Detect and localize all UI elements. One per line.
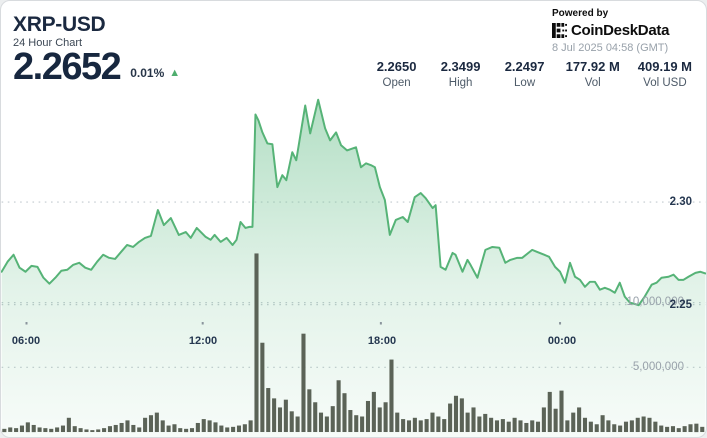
x-axis-ticks bbox=[25, 322, 562, 325]
branding-block: Powered by CoinDesk Data 8 Jul 2025 04:5… bbox=[552, 8, 694, 54]
stat-high-label: High bbox=[448, 77, 473, 89]
change-block: 0.01% ▲ bbox=[130, 66, 180, 80]
quote-timestamp: 8 Jul 2025 04:58 (GMT) bbox=[552, 42, 669, 54]
stats-row: 2.2650 Open 2.3499 High 2.2497 Low 177.9… bbox=[356, 59, 692, 91]
stat-vol-usd-label: Vol USD bbox=[643, 77, 687, 89]
stat-high: 2.3499 High bbox=[438, 59, 484, 91]
stat-low-label: Low bbox=[514, 77, 536, 89]
chart-subtitle: 24 Hour Chart bbox=[13, 37, 83, 49]
stat-vol-usd-value: 409.19 M bbox=[637, 59, 692, 74]
stat-vol-label: Vol bbox=[584, 77, 601, 89]
brand-data-text: Data bbox=[637, 22, 670, 39]
stat-open-value: 2.2650 bbox=[376, 59, 417, 74]
coindesk-logo[interactable]: CoinDesk Data bbox=[552, 22, 694, 39]
last-price: 2.2652 bbox=[13, 46, 122, 88]
stat-low: 2.2497 Low bbox=[502, 59, 548, 91]
volume-bars bbox=[2, 253, 705, 433]
stat-open-label: Open bbox=[382, 77, 411, 89]
brand-coindesk-text: CoinDesk bbox=[571, 22, 638, 39]
change-percent: 0.01% bbox=[130, 66, 165, 80]
stat-open: 2.2650 Open bbox=[374, 59, 420, 91]
stat-vol: 177.92 M Vol bbox=[566, 59, 620, 91]
stat-vol-usd: 409.19 M Vol USD bbox=[638, 59, 692, 91]
price-area bbox=[1, 99, 706, 437]
price-line bbox=[1, 98, 706, 307]
price-block: 2.2652 0.01% ▲ bbox=[13, 47, 180, 87]
powered-by-label: Powered by bbox=[552, 8, 609, 19]
up-arrow-icon: ▲ bbox=[169, 66, 181, 79]
coindesk-mark-icon bbox=[552, 23, 567, 38]
stat-vol-value: 177.92 M bbox=[565, 59, 620, 74]
instrument-symbol: XRP-USD bbox=[13, 13, 106, 36]
stat-low-value: 2.2497 bbox=[504, 59, 545, 74]
stat-high-value: 2.3499 bbox=[440, 59, 481, 74]
